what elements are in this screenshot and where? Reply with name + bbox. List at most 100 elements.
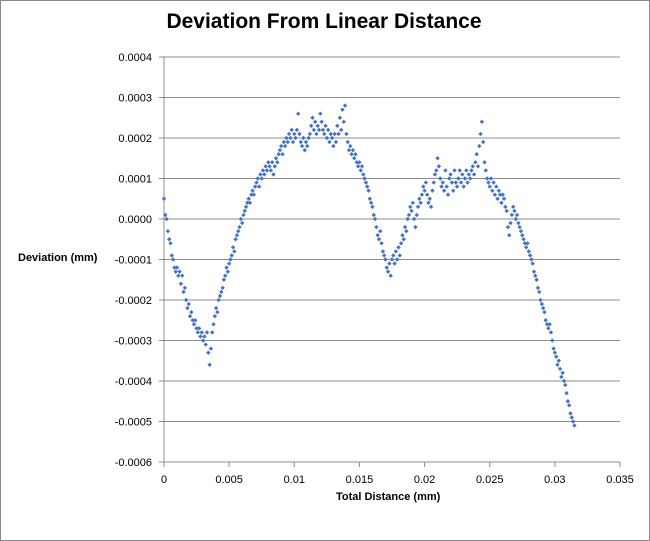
data-point (327, 139, 332, 145)
data-point (236, 228, 241, 234)
data-point (178, 281, 184, 286)
data-point (505, 224, 511, 230)
data-point (363, 180, 369, 185)
data-point (164, 216, 169, 222)
data-point (210, 330, 215, 335)
data-point (427, 196, 432, 201)
data-point (324, 135, 330, 141)
data-point (241, 212, 246, 218)
data-point (219, 289, 224, 295)
y-tick-label: -0.0003 (115, 336, 152, 348)
data-point (469, 168, 474, 173)
data-point (555, 362, 560, 367)
data-point (572, 423, 577, 428)
data-point (372, 216, 378, 222)
data-point (525, 241, 530, 246)
data-point (258, 172, 263, 177)
data-point (552, 350, 558, 355)
data-point (492, 192, 498, 197)
data-point (245, 200, 250, 205)
data-point (374, 224, 379, 230)
data-point (370, 204, 375, 210)
data-point (452, 168, 457, 173)
data-point (465, 180, 470, 185)
data-point (481, 139, 486, 145)
data-point (170, 257, 176, 262)
data-point (301, 135, 306, 141)
data-point (161, 196, 167, 201)
data-point (424, 192, 430, 197)
data-point (494, 184, 499, 189)
data-point (478, 131, 483, 137)
data-point (199, 330, 204, 335)
data-point (540, 305, 546, 311)
data-point (366, 188, 371, 193)
data-point (484, 176, 490, 181)
data-point (254, 180, 259, 185)
data-point (319, 119, 324, 124)
data-point (202, 334, 207, 339)
data-point (402, 224, 408, 230)
data-point (417, 196, 422, 201)
data-point (206, 350, 211, 355)
data-point (213, 305, 219, 311)
data-point (297, 131, 302, 137)
data-point (380, 249, 386, 254)
data-point (430, 188, 435, 193)
x-tick-label: 0.025 (476, 474, 504, 486)
data-point (346, 147, 352, 153)
data-point (516, 220, 521, 226)
data-point (560, 370, 565, 376)
data-point (415, 204, 421, 210)
data-point (325, 127, 331, 133)
data-point (233, 237, 238, 242)
data-point (181, 289, 186, 295)
data-point (451, 188, 456, 193)
data-point (263, 164, 268, 169)
data-point (220, 285, 225, 291)
data-point (277, 147, 283, 153)
data-point (548, 330, 554, 335)
data-point (247, 200, 253, 205)
data-point (290, 139, 296, 145)
data-point (336, 131, 341, 137)
x-axis-title: Total Distance (mm) (336, 491, 441, 503)
data-point (165, 228, 171, 234)
data-point (438, 176, 443, 181)
data-point (183, 297, 189, 303)
data-point (557, 366, 563, 372)
data-point (284, 135, 289, 141)
data-point (411, 216, 417, 222)
data-point (268, 168, 274, 173)
data-point (490, 188, 495, 193)
chart-title: Deviation From Linear Distance (166, 10, 482, 33)
data-point (167, 237, 172, 242)
data-point (432, 172, 438, 177)
data-point (514, 212, 520, 218)
data-point (538, 297, 543, 303)
data-point (307, 131, 313, 137)
data-point (280, 152, 285, 157)
data-point (352, 156, 357, 161)
data-point (212, 314, 218, 319)
data-point (470, 164, 475, 169)
data-point (441, 188, 447, 193)
data-point (174, 265, 180, 270)
x-tick-label: 0.01 (284, 474, 305, 486)
data-point (556, 358, 561, 363)
data-point (208, 346, 214, 351)
data-point (456, 176, 461, 181)
data-point (526, 249, 531, 254)
data-point (537, 289, 542, 295)
data-point (422, 188, 427, 193)
data-point (331, 143, 336, 149)
data-point (338, 127, 344, 133)
data-point (310, 115, 315, 120)
data-point (281, 139, 287, 145)
data-point (242, 208, 247, 214)
data-point (477, 143, 482, 149)
data-point (544, 322, 550, 327)
data-point (349, 152, 354, 157)
data-point (348, 143, 353, 149)
data-point (333, 139, 339, 145)
